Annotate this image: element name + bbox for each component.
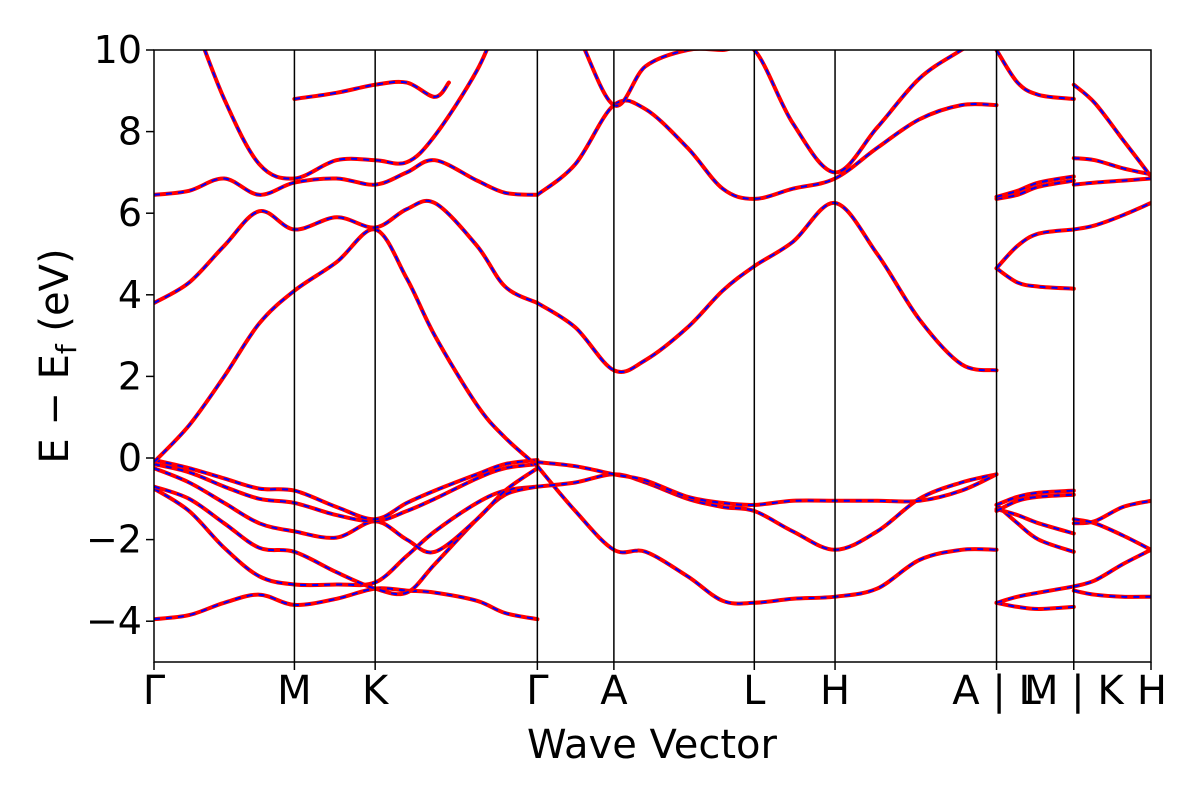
band-line-26-dashed [996,179,1074,200]
band-line-27-dashed [996,175,1074,198]
band-line-33 [1071,201,1151,232]
band-lines [154,50,1151,622]
band-line-12 [535,464,999,606]
y-tick-label-6: 6 [118,191,142,235]
band-line-28 [994,50,1076,101]
band-line-29-dashed [1073,548,1151,588]
band-line-36-dashed [1073,83,1151,178]
y-tick-label-7: 8 [118,110,142,154]
y-tick-label-4: 2 [118,354,142,398]
band-line-28-dashed [995,50,1074,100]
band-line-22-dashed [996,493,1074,512]
band-line-30-dashed [1073,589,1151,598]
band-line-5 [154,462,540,524]
band-line-24 [994,266,1076,291]
band-line-9-dashed [154,159,538,196]
y-axis-title-unit: (eV) [32,248,78,344]
band-line-11 [292,79,451,101]
kpoint-label-2: M [277,668,312,714]
kpoint-label-5: A [600,668,628,714]
x-axis: Γ M K Γ A L H A | LM | K H [143,662,1167,714]
kpoint-label-6: L [743,668,766,714]
band-line-7-dashed [154,228,539,467]
y-axis-title: E − Ef (eV) [32,248,83,463]
y-axis-title-subscript: f [50,343,83,354]
y-axis-title-main: E − E [32,354,78,464]
band-line-31-dashed [1073,499,1151,525]
kpoint-label-3: K [362,668,390,714]
band-line-14-dashed [537,461,997,506]
kpoint-label-7: H [820,668,850,714]
band-line-36 [1071,82,1151,179]
kpoint-label-9: M | K [1024,668,1125,714]
band-line-2-dashed [154,485,538,587]
band-line-32-dashed [1073,518,1151,551]
kpoint-label-4: Γ [526,668,549,714]
y-tick-label-5: 4 [118,273,142,317]
band-line-24-dashed [995,267,1074,290]
band-line-12-dashed [536,465,997,605]
band-line-19-dashed [996,585,1074,604]
band-line-4-dashed [154,467,538,554]
y-tick-label-8: 10 [94,28,142,72]
band-line-23-dashed [996,489,1074,506]
band-line-13 [535,472,999,552]
high-symmetry-lines [293,50,1075,662]
kpoint-label-1: Γ [143,668,166,714]
band-line-17-dashed [583,50,964,174]
band-line-18-dashed [996,601,1074,611]
kpoint-label-10: H [1137,668,1167,714]
band-line-25-dashed [995,228,1074,269]
kpoint-label-8: A | L [952,668,1041,714]
band-line-15-dashed [536,201,997,373]
band-line-6 [154,458,540,522]
band-line-34-dashed [1073,177,1151,186]
band-line-11-dashed [294,80,450,100]
y-tick-label-1: −4 [86,599,142,643]
band-line-35 [1071,156,1151,177]
band-line-17 [582,50,966,175]
y-tick-label-2: −2 [86,518,142,562]
band-line-8-dashed [154,199,538,304]
band-line-15 [535,201,999,374]
band-line-19 [994,584,1076,605]
band-line-10 [202,50,489,181]
band-line-7 [154,227,540,469]
y-tick-label-3: 0 [118,436,142,480]
band-line-1 [154,586,540,622]
band-line-9 [154,158,540,197]
band-line-21-dashed [996,508,1075,535]
plot-frame [153,49,1152,663]
x-axis-title: Wave Vector [527,722,778,768]
band-line-1-dashed [154,587,538,621]
band-line-13-dashed [537,473,997,551]
y-axis: −4 −2 0 2 4 6 8 10 [86,28,154,643]
